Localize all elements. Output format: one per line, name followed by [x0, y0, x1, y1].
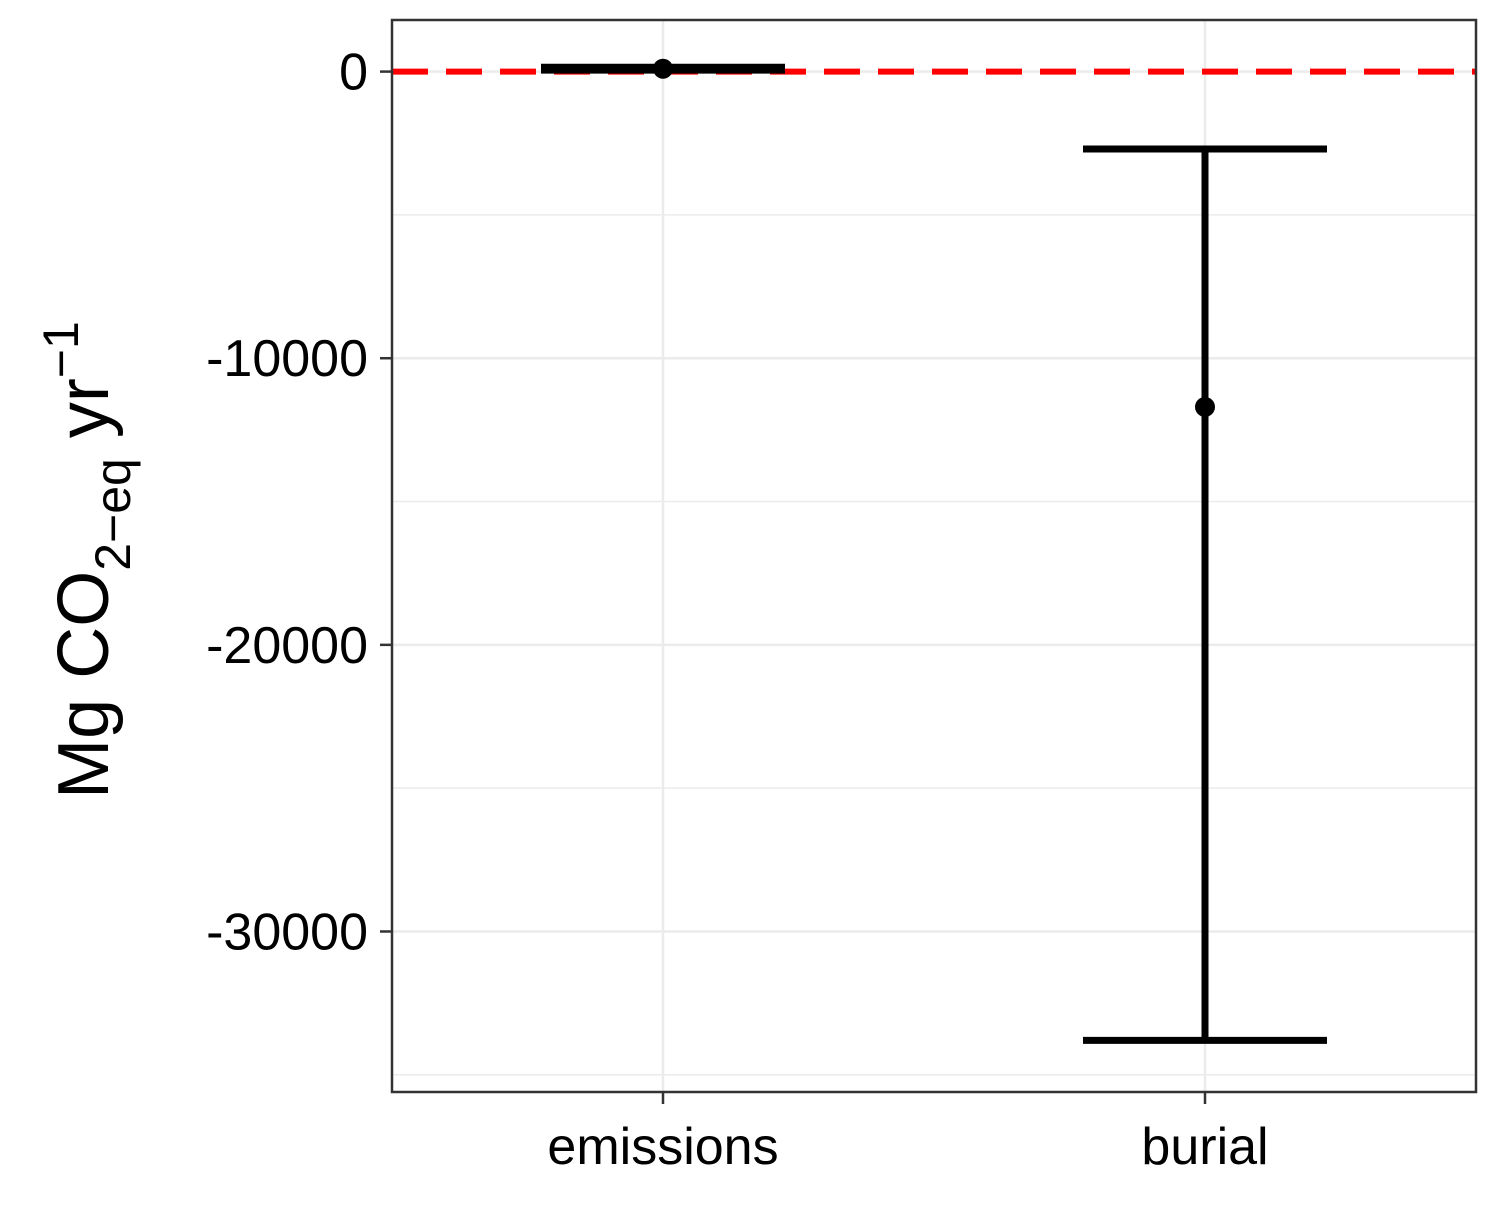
y-tick-label: 0	[339, 44, 368, 102]
y-axis-title-superscript: −1	[33, 321, 89, 378]
y-axis-title-base: Mg CO	[44, 571, 124, 799]
grid-layer	[392, 20, 1476, 1092]
y-axis-title-middle: yr	[44, 378, 124, 458]
y-axis-title: Mg CO2−eq yr−1	[33, 321, 141, 799]
axis-layer: 0 -10000 -20000 -30000 emissions burial	[206, 44, 1269, 1176]
point-estimate-burial	[1195, 396, 1215, 417]
y-tick-label: -10000	[206, 330, 368, 388]
x-tick-label-burial: burial	[1141, 1118, 1268, 1176]
point-estimate-emissions	[653, 58, 673, 79]
y-tick-label: -20000	[206, 617, 368, 675]
y-tick-label: -30000	[206, 903, 368, 961]
marks-layer	[541, 58, 1327, 1044]
y-axis-title-subscript: 2−eq	[85, 458, 141, 571]
x-tick-label-emissions: emissions	[547, 1118, 778, 1176]
panel-border	[390, 18, 1478, 1094]
